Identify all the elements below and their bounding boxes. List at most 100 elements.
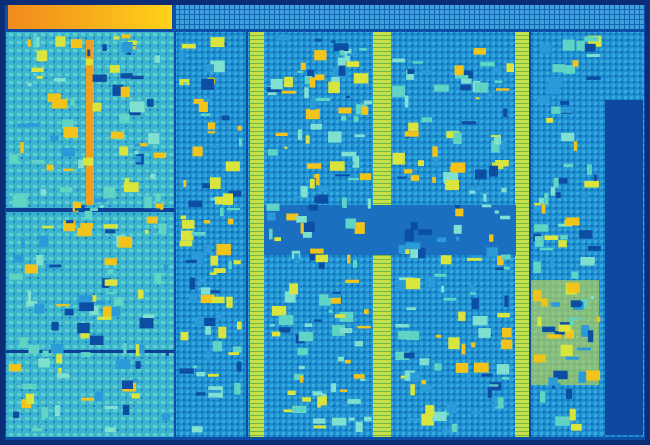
circuit-block [276,34,288,40]
circuit-block [347,161,354,165]
circuit-block [122,404,130,415]
circuit-block [434,84,449,92]
circuit-block [216,243,231,256]
circuit-block [359,173,371,181]
circuit-block [321,393,327,398]
circuit-block [466,373,471,383]
circuit-block [226,207,240,211]
circuit-block [455,208,464,217]
circuit-block [313,418,326,424]
circuit-block [347,254,351,264]
circuit-block [134,151,139,155]
circuit-block [533,354,546,363]
circuit-block [318,187,329,192]
circuit-block [309,178,315,189]
circuit-block [395,279,405,292]
circuit-block [97,316,112,320]
circuit-block [199,278,206,283]
circuit-block [153,152,167,159]
circuit-block [39,235,49,248]
circuit-block [541,298,548,307]
circuit-block [297,347,308,356]
circuit-block [267,149,278,156]
circuit-block [398,244,406,254]
circuit-block [392,85,406,98]
circuit-block [338,65,346,76]
circuit-block [560,100,570,105]
circuit-block [318,262,325,269]
circuit-block [584,36,599,42]
circuit-block [214,196,229,205]
circuit-block [193,98,208,104]
circuit-block [475,97,480,100]
circuit-block [348,417,355,421]
circuit-block [99,205,104,208]
circuit-block [139,318,154,329]
circuit-block [34,36,40,48]
circuit-block [13,411,20,418]
circuit-block [340,328,353,334]
circuit-block [24,264,38,274]
circuit-block [361,106,369,115]
circuit-block [501,254,511,260]
circuit-block [489,165,498,177]
circuit-block [300,375,304,383]
circuit-block [555,192,561,198]
circuit-block [189,277,195,290]
circuit-block [135,344,140,357]
circuit-block [454,65,464,76]
circuit-block [207,390,222,393]
circuit-block [31,160,45,164]
circuit-block [412,247,426,259]
circuit-block [445,179,459,191]
circuit-block [353,116,359,122]
circuit-block [456,236,460,241]
circuit-block [538,197,544,204]
circuit-block [421,117,432,123]
circuit-block [584,43,596,52]
circuit-block [65,220,74,224]
circuit-block [123,343,127,355]
circuit-block [112,84,124,96]
circuit-block [554,331,566,335]
circuit-block [344,359,351,364]
circuit-block [563,163,574,168]
circuit-block [421,380,426,385]
circuit-block [36,75,43,79]
circuit-block [232,346,242,353]
circuit-block [483,193,487,202]
circuit-block [89,208,98,211]
circuit-block [50,135,59,142]
circuit-block [338,107,352,114]
circuit-block [239,138,243,147]
circuit-block [266,203,280,211]
circuit-block [552,64,565,73]
circuit-block [180,230,194,241]
circuit-block [49,264,62,268]
circuit-block [188,200,203,208]
circuit-block [165,353,169,357]
circuit-block [51,321,59,331]
circuit-block [218,296,231,300]
circuit-block [115,359,131,369]
circuit-block [480,61,495,67]
circuit-block [104,427,116,433]
circuit-block [284,146,288,149]
circuit-block [486,247,498,257]
circuit-block [496,88,510,91]
circuit-block [113,36,120,40]
circuit-block [180,332,189,341]
circuit-block [460,84,471,91]
circuit-block [269,228,273,240]
circuit-block [182,219,195,229]
circuit-block [38,358,50,368]
circuit-block [556,177,568,184]
circuit-block [503,108,508,118]
circuit-block [537,95,550,104]
circuit-block [503,266,510,270]
circuit-block [410,384,415,396]
circuit-block [138,143,148,147]
circuit-block [367,198,371,209]
circuit-block [348,177,359,181]
